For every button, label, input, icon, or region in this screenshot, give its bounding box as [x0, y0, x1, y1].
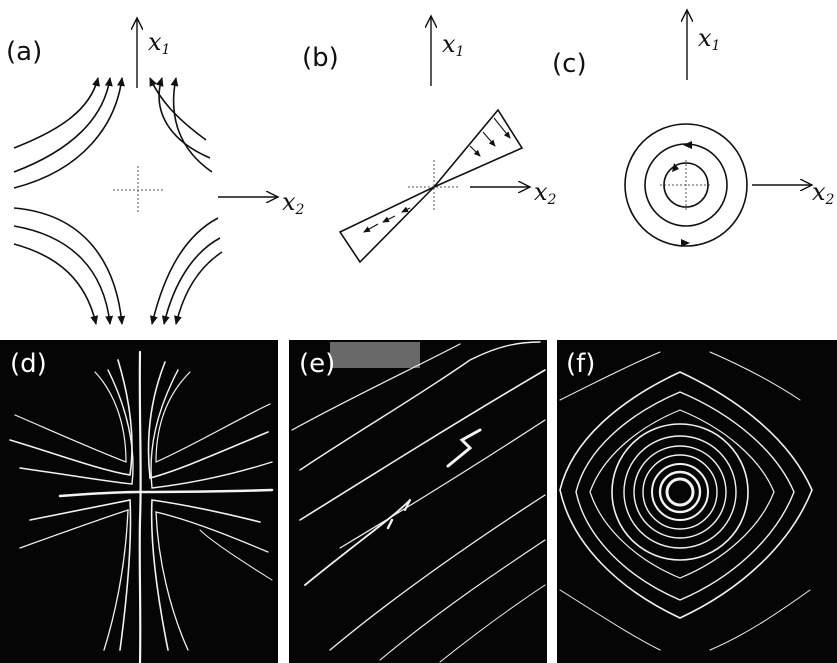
- axis-x2-label-c: x2: [812, 178, 835, 208]
- panel-c: (c) x1 x2: [552, 10, 835, 247]
- axis-x2-label-a: x2: [282, 188, 305, 218]
- panel-e: (e): [289, 340, 547, 663]
- panel-label-d: (d): [10, 349, 47, 379]
- panel-label-f: (f): [566, 349, 595, 379]
- panel-a: (a) x1 x2: [6, 18, 305, 325]
- streaks-f: [559, 351, 813, 651]
- panel-label-b: (b): [302, 43, 339, 73]
- shear-profile-b: [338, 108, 524, 264]
- axis-x1-label-b: x1: [442, 30, 464, 60]
- panel-f: (f): [557, 340, 837, 663]
- streaks-d: [9, 350, 274, 663]
- panel-label-e: (e): [299, 349, 335, 379]
- streamlines-a: [13, 77, 223, 325]
- axis-x2-label-b: x2: [534, 178, 557, 208]
- axis-x1-label-a: x1: [148, 28, 170, 58]
- panel-label-a: (a): [6, 37, 42, 67]
- photo-glare-e: [330, 342, 420, 368]
- streaks-e: [291, 341, 546, 663]
- panel-d: (d): [0, 340, 278, 663]
- panel-label-c: (c): [552, 49, 587, 79]
- photo-e: [289, 340, 547, 663]
- panel-b: (b) x1 x2: [302, 16, 557, 264]
- rotation-circles-c: [624, 123, 748, 247]
- axis-x1-label-c: x1: [698, 24, 720, 54]
